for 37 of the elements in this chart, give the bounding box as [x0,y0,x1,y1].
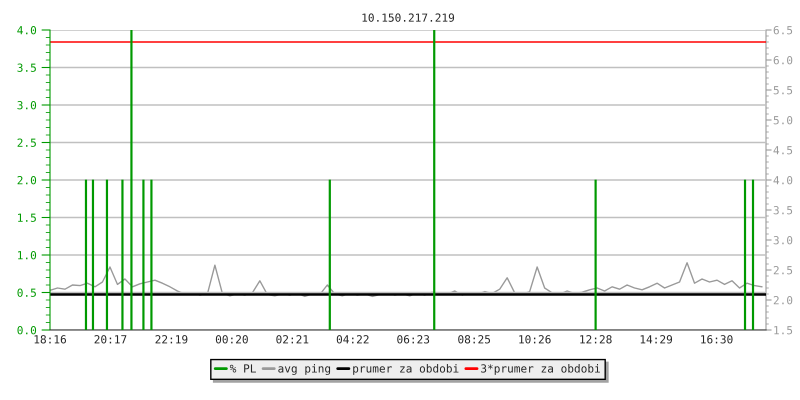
x-tick-label: 08:25 [458,335,490,344]
legend-label: prumer za obdobi [353,364,458,375]
legend-label: 3*prumer za obdobi [481,364,600,375]
y2-tick-label: 3.0 [774,236,792,244]
y-tick-label: 3.0 [17,101,36,110]
y-tick-label: 1.0 [18,251,36,260]
y2-tick-label: 6.0 [774,56,792,64]
y-tick-label: 3.5 [17,64,36,72]
y-tick-label: 1.5 [18,214,36,222]
legend-label: avg ping [278,364,330,375]
y2-tick-label: 5.5 [774,86,792,94]
x-tick-label: 04:22 [336,335,369,344]
y-tick-label: 0.5 [17,288,36,297]
x-tick-label: 00:20 [216,335,248,344]
legend-label: % PL [230,364,256,372]
x-tick-label: 06:23 [397,335,430,344]
chart-title: 10.150.217.219 [362,13,454,22]
y2-tick-label: 2.0 [774,296,792,304]
x-tick-label: 18:16 [34,335,66,344]
x-tick-label: 20:17 [94,335,126,344]
y-tick-label: 4.0 [17,26,36,34]
y2-tick-label: 6.5 [774,26,792,34]
x-tick-label: 02:21 [276,335,308,344]
x-tick-label: 16:30 [701,335,733,344]
y2-tick-label: 3.5 [774,206,792,214]
y2-tick-label: 5.0 [774,116,792,124]
x-tick-label: 10:26 [519,335,551,344]
x-tick-label: 14:29 [640,335,672,344]
y2-tick-label: 1.5 [774,326,792,334]
y2-tick-label: 4.0 [774,176,792,184]
y-tick-label: 0.0 [17,326,36,334]
y-tick-label: 2.0 [18,176,36,184]
y-tick-label: 2.5 [18,138,36,147]
x-tick-label: 12:28 [580,335,612,344]
y2-tick-label: 2.5 [774,266,792,274]
x-tick-label: 22:19 [156,335,188,344]
y2-tick-label: 4.5 [774,146,792,154]
